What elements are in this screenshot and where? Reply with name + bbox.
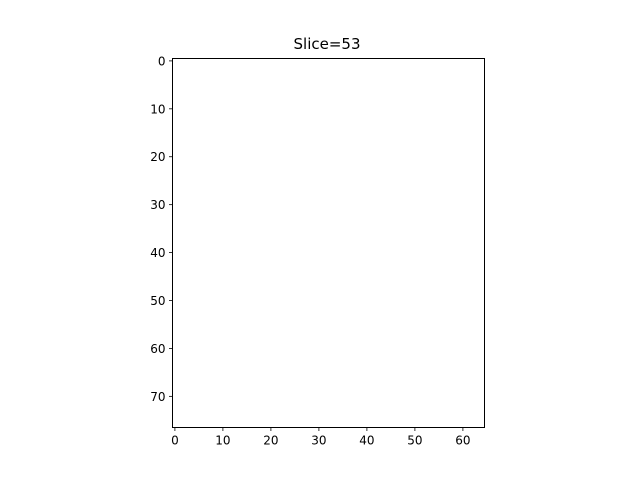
y-tick-label: 60 — [150, 342, 165, 356]
plot-frame — [172, 58, 485, 428]
y-tick-label: 30 — [150, 198, 165, 212]
y-tick-label: 70 — [150, 390, 165, 404]
chart-title: Slice=53 — [294, 35, 361, 53]
x-tick-label: 50 — [407, 434, 422, 448]
x-tick-label: 20 — [263, 434, 278, 448]
y-tick-label: 20 — [150, 150, 165, 164]
x-tick-label: 10 — [215, 434, 230, 448]
x-tick-label: 60 — [455, 434, 470, 448]
y-tick-label: 0 — [158, 54, 166, 68]
y-tick-label: 40 — [150, 246, 165, 260]
image-area — [172, 58, 485, 428]
y-tick-label: 50 — [150, 294, 165, 308]
y-axis-ticks: 0 10 20 30 40 50 60 70 — [150, 54, 173, 404]
x-tick-label: 40 — [359, 434, 374, 448]
x-tick-label: 30 — [311, 434, 326, 448]
x-axis-ticks: 0 10 20 30 40 50 60 — [171, 427, 471, 448]
x-tick-label: 0 — [171, 434, 179, 448]
y-tick-label: 10 — [150, 102, 165, 116]
